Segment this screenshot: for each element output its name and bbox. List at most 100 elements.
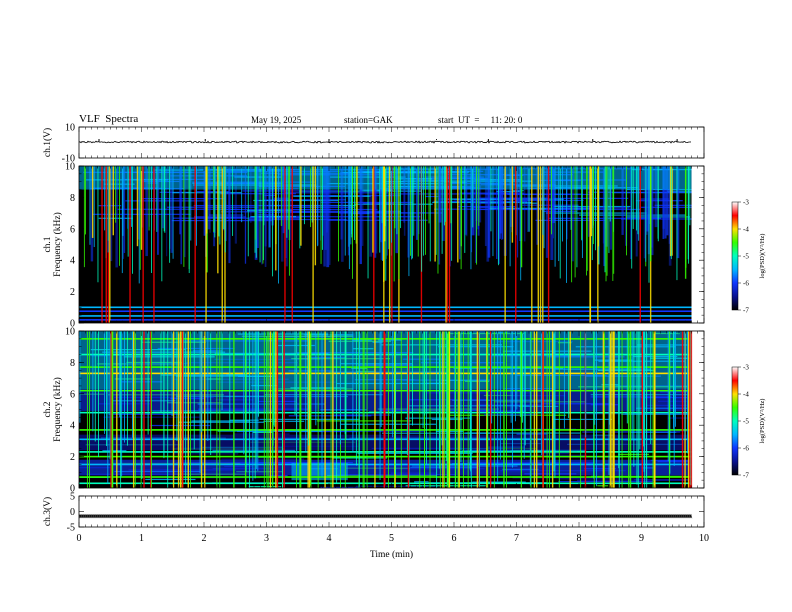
haze-column — [326, 166, 328, 233]
colorbar — [731, 201, 739, 311]
spheric-line — [310, 166, 312, 228]
spheric-line — [126, 331, 128, 446]
spheric-line — [673, 331, 675, 467]
noise-texture — [339, 423, 436, 425]
spheric-line — [633, 331, 635, 467]
spheric-line — [272, 331, 274, 488]
spheric-line — [132, 331, 135, 488]
y-tick-label: 4 — [70, 421, 75, 432]
spheric-line — [244, 331, 247, 488]
noise-texture — [141, 198, 226, 200]
spheric-line — [139, 166, 141, 270]
spheric-line — [257, 331, 259, 471]
spheric-line — [558, 331, 560, 488]
noise-texture — [488, 207, 590, 209]
noise-texture — [284, 192, 388, 194]
spheric-line — [300, 331, 302, 488]
spheric-line — [89, 331, 90, 488]
x-axis-label: Time (min) — [370, 549, 413, 560]
spheric-line — [589, 166, 592, 323]
spheric-line — [394, 166, 396, 229]
haze-column — [487, 166, 491, 258]
ch2-spectrogram-ylabel: ch.2 — [43, 401, 53, 417]
spheric-line — [516, 331, 518, 410]
spheric-line — [412, 331, 413, 426]
spheric-line — [311, 166, 313, 223]
spheric-line — [676, 166, 678, 281]
noise-texture — [522, 204, 579, 206]
haze-column — [654, 166, 658, 228]
spheric-line — [395, 331, 396, 475]
spheric-line — [434, 166, 436, 262]
spheric-line — [669, 331, 671, 474]
spheric-line — [437, 166, 439, 274]
spheric-line — [457, 166, 459, 263]
spheric-line — [221, 166, 223, 323]
haze-column — [464, 166, 468, 235]
spheric-line — [107, 166, 109, 241]
spheric-line — [106, 331, 108, 447]
spheric-line — [429, 331, 431, 488]
spheric-line — [164, 166, 166, 233]
haze-column — [157, 166, 159, 255]
haze-column — [326, 166, 330, 268]
spheric-line — [667, 331, 669, 462]
spheric-line — [296, 331, 298, 454]
spheric-line — [464, 166, 466, 253]
spheric-line — [542, 166, 544, 323]
spheric-line — [425, 331, 427, 464]
spheric-line — [308, 331, 310, 446]
spheric-line — [310, 331, 312, 488]
noise-texture — [221, 458, 305, 460]
haze-column — [442, 166, 445, 241]
spheric-line — [571, 166, 573, 283]
spheric-line — [385, 166, 387, 281]
spheric-line — [232, 166, 234, 236]
spheric-line — [312, 166, 314, 323]
colorbar-tick-label: -3 — [743, 364, 749, 372]
spheric-line — [188, 166, 190, 274]
spheric-line — [266, 331, 268, 488]
spheric-line — [121, 166, 123, 274]
spheric-line — [422, 331, 424, 429]
spheric-line — [275, 331, 277, 488]
spheric-line — [308, 331, 311, 488]
haze-column — [630, 166, 632, 260]
spheric-line — [216, 331, 218, 488]
spheric-line — [635, 166, 637, 231]
y-tick-label: 6 — [70, 224, 75, 235]
colorbar-tick-label: -7 — [743, 307, 749, 315]
haze-column — [264, 166, 267, 267]
spheric-line — [594, 166, 596, 251]
spheric-line — [425, 166, 426, 255]
spheric-line — [163, 331, 165, 456]
noise-texture — [454, 199, 501, 201]
spheric-line — [291, 166, 293, 323]
spheric-line — [639, 331, 641, 450]
noise-texture — [252, 431, 273, 434]
spheric-line — [221, 331, 223, 411]
spheric-line — [591, 166, 593, 261]
spheric-line — [537, 166, 539, 323]
spheric-line — [299, 166, 301, 249]
spheric-line — [388, 166, 391, 323]
haze-column — [471, 166, 473, 253]
spheric-line — [275, 166, 277, 271]
spheric-line — [150, 331, 152, 488]
spheric-line — [618, 331, 620, 425]
colorbar-tick-label: -5 — [743, 418, 749, 426]
spheric-line — [553, 331, 555, 472]
spheric-line — [278, 166, 279, 284]
spheric-line — [160, 331, 162, 413]
spheric-line — [219, 166, 221, 245]
spheric-line — [570, 166, 572, 230]
noise-texture — [178, 421, 264, 423]
spheric-line — [172, 331, 175, 488]
haze-column — [282, 166, 286, 234]
spheric-line — [531, 166, 533, 323]
noise-texture — [479, 202, 506, 204]
spheric-line — [354, 166, 355, 240]
spheric-line — [224, 166, 226, 253]
noise-texture — [357, 452, 473, 454]
noise-texture — [269, 475, 288, 477]
